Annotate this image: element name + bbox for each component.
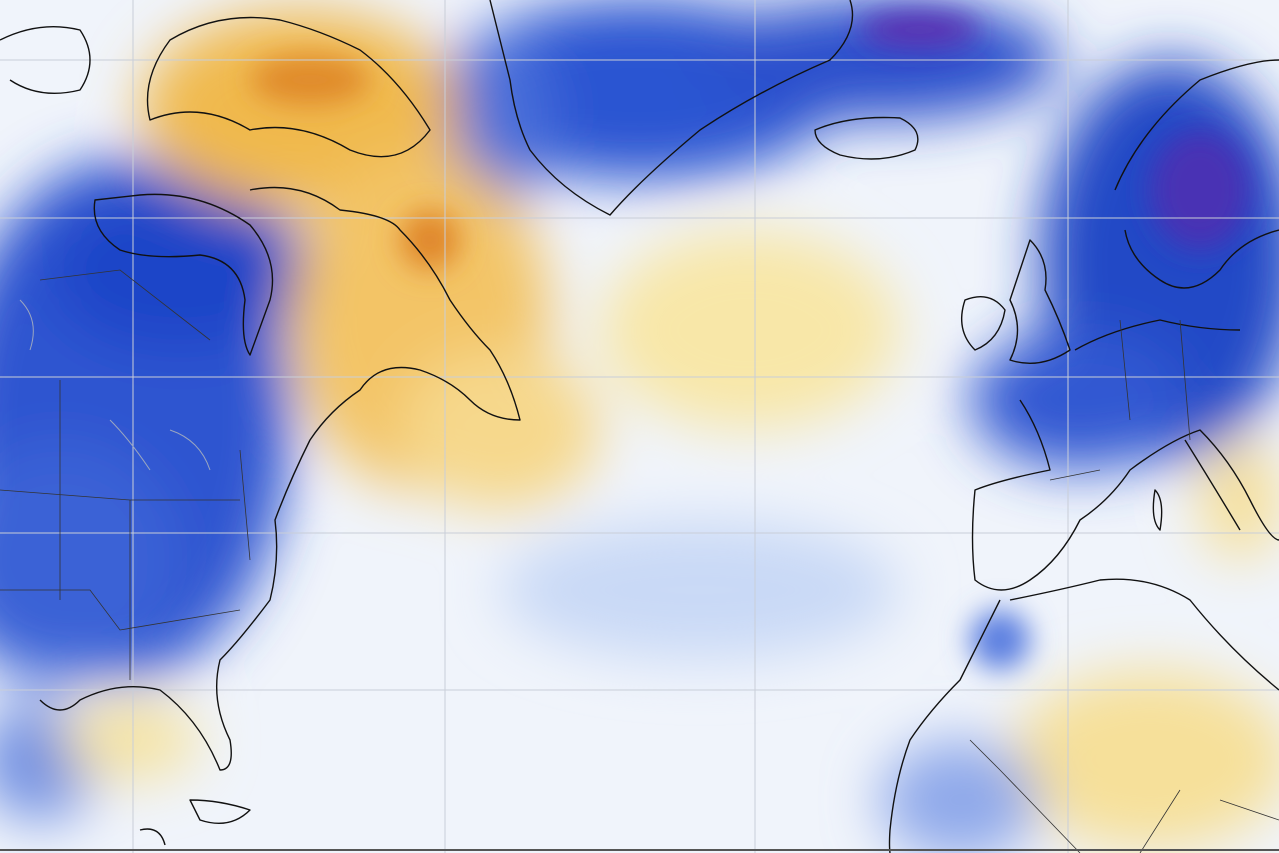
iceland [814,116,919,160]
great-britain [1009,239,1071,365]
caribbean [139,799,251,846]
us-borders [0,269,251,680]
arctic-islands [0,26,91,95]
greenland [489,0,854,216]
country-borders [969,319,1279,853]
western-europe [971,319,1279,591]
hudson-bay [93,193,274,356]
anomaly-peaks [250,12,1250,670]
north-africa [888,578,1279,853]
scandinavia [1114,59,1279,289]
borders [0,269,1279,853]
lakes [19,299,211,471]
ireland [961,296,1006,351]
east-coast [39,186,521,771]
baffin-island [146,16,431,158]
mediterranean-islands [1152,439,1241,531]
